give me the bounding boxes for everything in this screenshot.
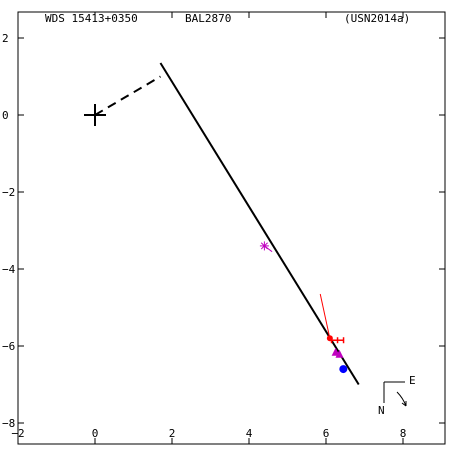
wds-id-label: WDS 15413+0350 [45, 12, 138, 25]
orbit-line [159, 62, 360, 386]
x-tick-label: 0 [92, 427, 99, 440]
x-tick-label: 2 [169, 427, 176, 440]
x-tick-label: 4 [246, 427, 253, 440]
observation-triangle-marker [335, 349, 344, 358]
compass-arrowhead [401, 401, 407, 407]
observation-asterisk-marker [260, 242, 268, 250]
y-tick-label: −4 [2, 263, 16, 276]
x-tick-label: 6 [323, 427, 330, 440]
dashed-connector-line [94, 75, 161, 116]
y-tick-label: 2 [2, 32, 9, 45]
x-tick-label: 8 [400, 427, 407, 440]
observation-circle-marker [339, 365, 348, 374]
compass-rose: E N [378, 374, 416, 417]
plot-frame [17, 11, 446, 445]
x-tick-label: −2 [11, 427, 24, 440]
discoverer-label: BAL2870 [185, 12, 231, 25]
reference-label: (USN2014a) [344, 12, 410, 25]
y-tick-label: 0 [2, 109, 9, 122]
compass-direction-arrow [396, 391, 407, 407]
compass-north-label: N [378, 404, 385, 417]
y-tick-label: −2 [2, 186, 15, 199]
observation-residual-line [319, 293, 331, 339]
y-tick-label: −6 [2, 340, 15, 353]
axis-ticks: −2 0 2 4 6 8 2 0 −2 −4 −6 −8 [2, 12, 445, 444]
compass-east-label: E [409, 374, 416, 387]
chart-marks [84, 62, 360, 386]
y-tick-label: −8 [2, 417, 15, 430]
